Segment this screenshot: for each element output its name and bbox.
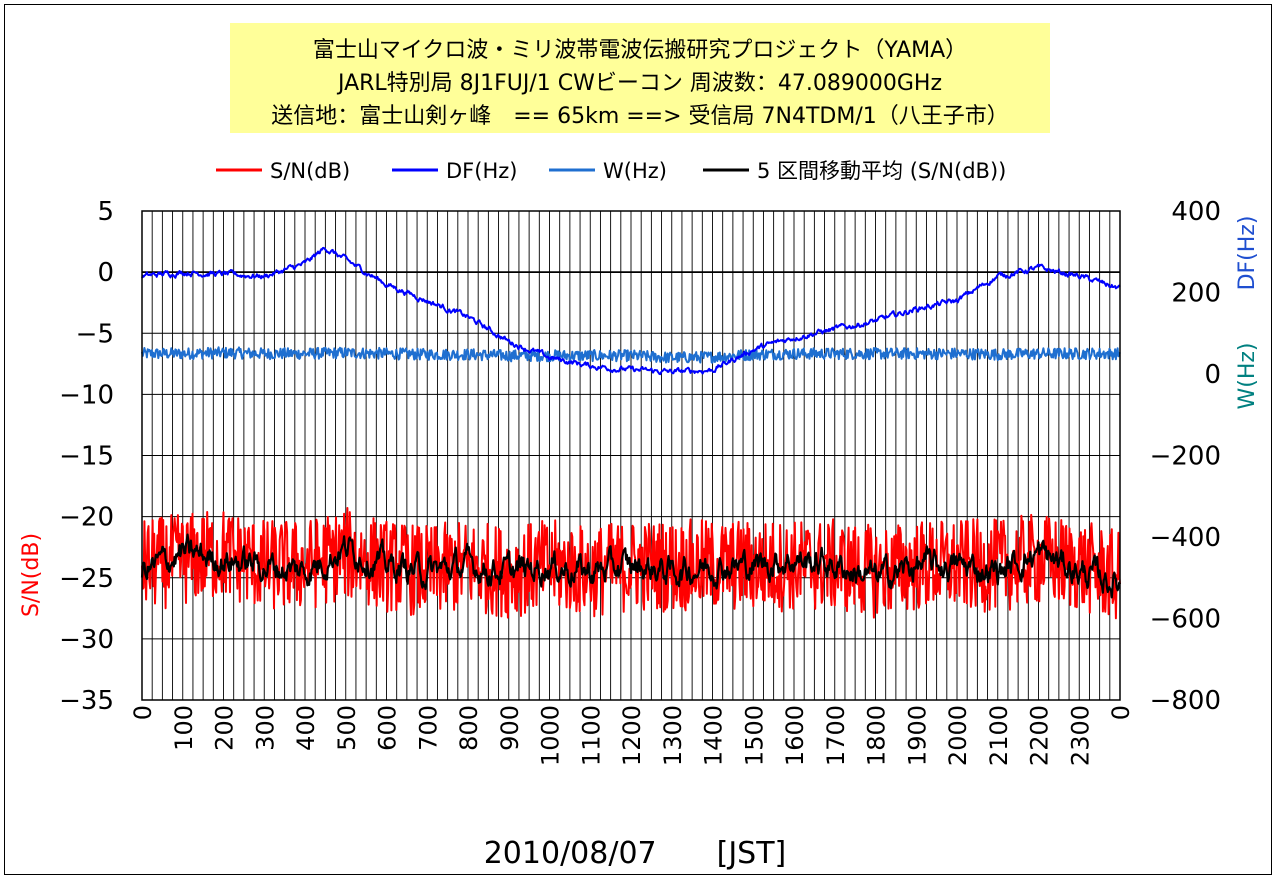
x-axis-ticks: 0 100 200 300 400 500 600 700 800 900 1000 1100 1200… (129, 705, 1135, 766)
y-axis-label-right-df: DF(Hz) (1235, 216, 1260, 291)
x-tick-label: 1400 (700, 705, 728, 766)
chart-title-box: 富士山マイクロ波・ミリ波帯電波伝搬研究プロジェクト（YAMA） JARL特別局 … (230, 23, 1050, 133)
x-tick-label: 1100 (577, 705, 605, 766)
y-tick-label-left: −5 (76, 319, 114, 349)
x-tick-label: 0 (129, 705, 157, 720)
df-line (141, 246, 1121, 376)
y-tick-label-right: −600 (1150, 605, 1221, 635)
x-tick-label: 300 (251, 705, 279, 751)
x-tick-label: 1500 (740, 705, 768, 766)
x-tick-label: 1800 (863, 705, 891, 766)
chart-title-line-3: 送信地：富士山剣ヶ峰 == 65km ==> 受信局 7N4TDM/1（八王子市… (271, 104, 1009, 129)
y-axis-label-left: S/N(dB) (19, 533, 44, 617)
y-axis-label-right-w: W(Hz) (1235, 342, 1260, 409)
y-tick-label-left: −10 (59, 380, 114, 410)
x-tick-label: 2000 (944, 705, 972, 766)
plot-border (141, 210, 1121, 701)
x-tick-label: 1300 (659, 705, 687, 766)
chart-title-line-2: JARL特別局 8J1FUJ/1 CWビーコン 周波数：47.089000GHz (337, 71, 943, 96)
y-tick-label-left: −35 (59, 686, 114, 716)
y-tick-label-right: −200 (1150, 442, 1221, 472)
y-tick-label-left: −25 (59, 564, 114, 594)
y-tick-label-right: −400 (1150, 523, 1221, 553)
series-ma (140, 533, 1121, 599)
chart-title-line-1: 富士山マイクロ波・ミリ波帯電波伝搬研究プロジェクト（YAMA） (312, 38, 968, 63)
x-tick-label: 600 (374, 705, 402, 751)
left-axis-ticks: 5 0 −5 −10 −15 −20 −25 −30 −35 (59, 197, 114, 716)
x-tick-label: 1000 (537, 705, 565, 766)
x-tick-label: 2300 (1066, 705, 1094, 766)
x-tick-label: 2200 (1026, 705, 1054, 766)
y-tick-label-right: 0 (1204, 360, 1221, 390)
y-tick-label-left: −15 (59, 442, 114, 472)
w-line (141, 346, 1121, 364)
x-tick-label: 700 (414, 705, 442, 751)
y-tick-label-left: 5 (97, 197, 114, 227)
x-tick-label: 1600 (781, 705, 809, 766)
y-tick-label-right: −800 (1150, 686, 1221, 716)
series-df (141, 246, 1121, 376)
y-tick-label-right: 400 (1171, 197, 1221, 227)
series-w (141, 346, 1121, 364)
legend: S/N(dB) DF(Hz) W(Hz) 5 区間移動平均 (S/N(dB)) (216, 159, 1006, 183)
x-tick-label: 1700 (822, 705, 850, 766)
x-tick-label: 1900 (903, 705, 931, 766)
x-tick-label: 200 (211, 705, 239, 751)
x-tick-label: 100 (170, 705, 198, 751)
right-axis-ticks: 400 200 0 −200 −400 −600 −800 (1150, 197, 1221, 716)
x-tick-label: 800 (455, 705, 483, 751)
x-tick-label: 1200 (618, 705, 646, 766)
x-axis-label: 2010/08/07 [JST] (484, 836, 787, 871)
x-tick-label: 400 (292, 705, 320, 751)
legend-label: 5 区間移動平均 (S/N(dB)) (757, 159, 1006, 183)
y-tick-label-left: 0 (97, 258, 114, 288)
x-tick-label: 2100 (985, 705, 1013, 766)
x-tick-label: 500 (333, 705, 361, 751)
x-tick-label: 900 (496, 705, 524, 751)
chart-frame (4, 4, 1272, 875)
legend-label: W(Hz) (603, 159, 667, 183)
y-tick-label-right: 200 (1171, 279, 1221, 309)
y-tick-label-left: −20 (59, 503, 114, 533)
moving-average-line (140, 533, 1121, 599)
y-tick-label-left: −30 (59, 625, 114, 655)
legend-label: S/N(dB) (270, 159, 350, 183)
legend-label: DF(Hz) (446, 159, 517, 183)
x-tick-label: 0 (1107, 705, 1135, 720)
